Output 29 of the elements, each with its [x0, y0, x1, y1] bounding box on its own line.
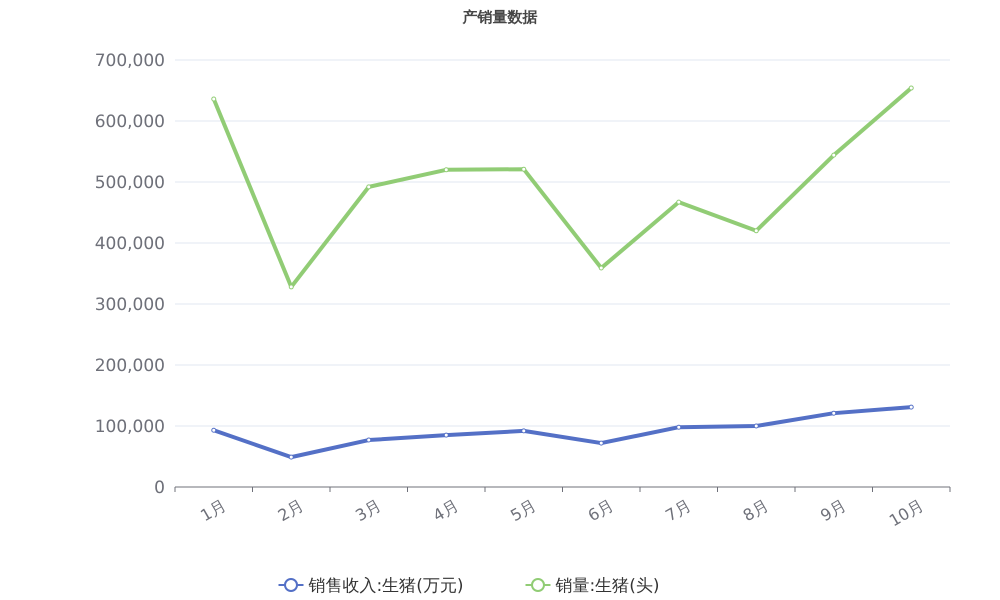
point: [211, 428, 216, 433]
y-tick-label: 500,000: [94, 172, 165, 193]
x-tick-label: 2月: [274, 496, 307, 526]
point: [598, 440, 604, 446]
y-tick-label: 100,000: [94, 416, 165, 437]
point: [754, 228, 759, 234]
x-tick-label: 4月: [430, 496, 462, 526]
x-tick-label: 3月: [352, 496, 384, 526]
chart-title: 产销量数据: [462, 8, 538, 26]
point: [676, 200, 682, 205]
y-tick-label: 300,000: [94, 294, 165, 315]
point: [288, 454, 294, 460]
legend-label: 销量:生猪(头): [554, 576, 660, 596]
point: [831, 152, 836, 158]
point: [908, 86, 914, 91]
legend-label: 销售收入:生猪(万元): [308, 576, 464, 596]
x-tick-label: 6月: [584, 496, 617, 526]
x-tick-label: 9月: [817, 496, 850, 526]
y-tick-label: 200,000: [94, 356, 165, 376]
line-series: [211, 86, 914, 290]
y-tick-label: 700,000: [94, 50, 165, 71]
x-tick-label: 10月: [886, 496, 927, 530]
x-tick-label: 5月: [507, 496, 540, 526]
y-tick-label: 0: [154, 478, 165, 498]
x-tick-label: 8月: [740, 496, 772, 526]
x-tick-label: 7月: [662, 496, 694, 526]
y-tick-label: 400,000: [94, 234, 165, 254]
x-tick-label: 1月: [197, 496, 230, 526]
y-tick-label: 600,000: [94, 112, 165, 132]
